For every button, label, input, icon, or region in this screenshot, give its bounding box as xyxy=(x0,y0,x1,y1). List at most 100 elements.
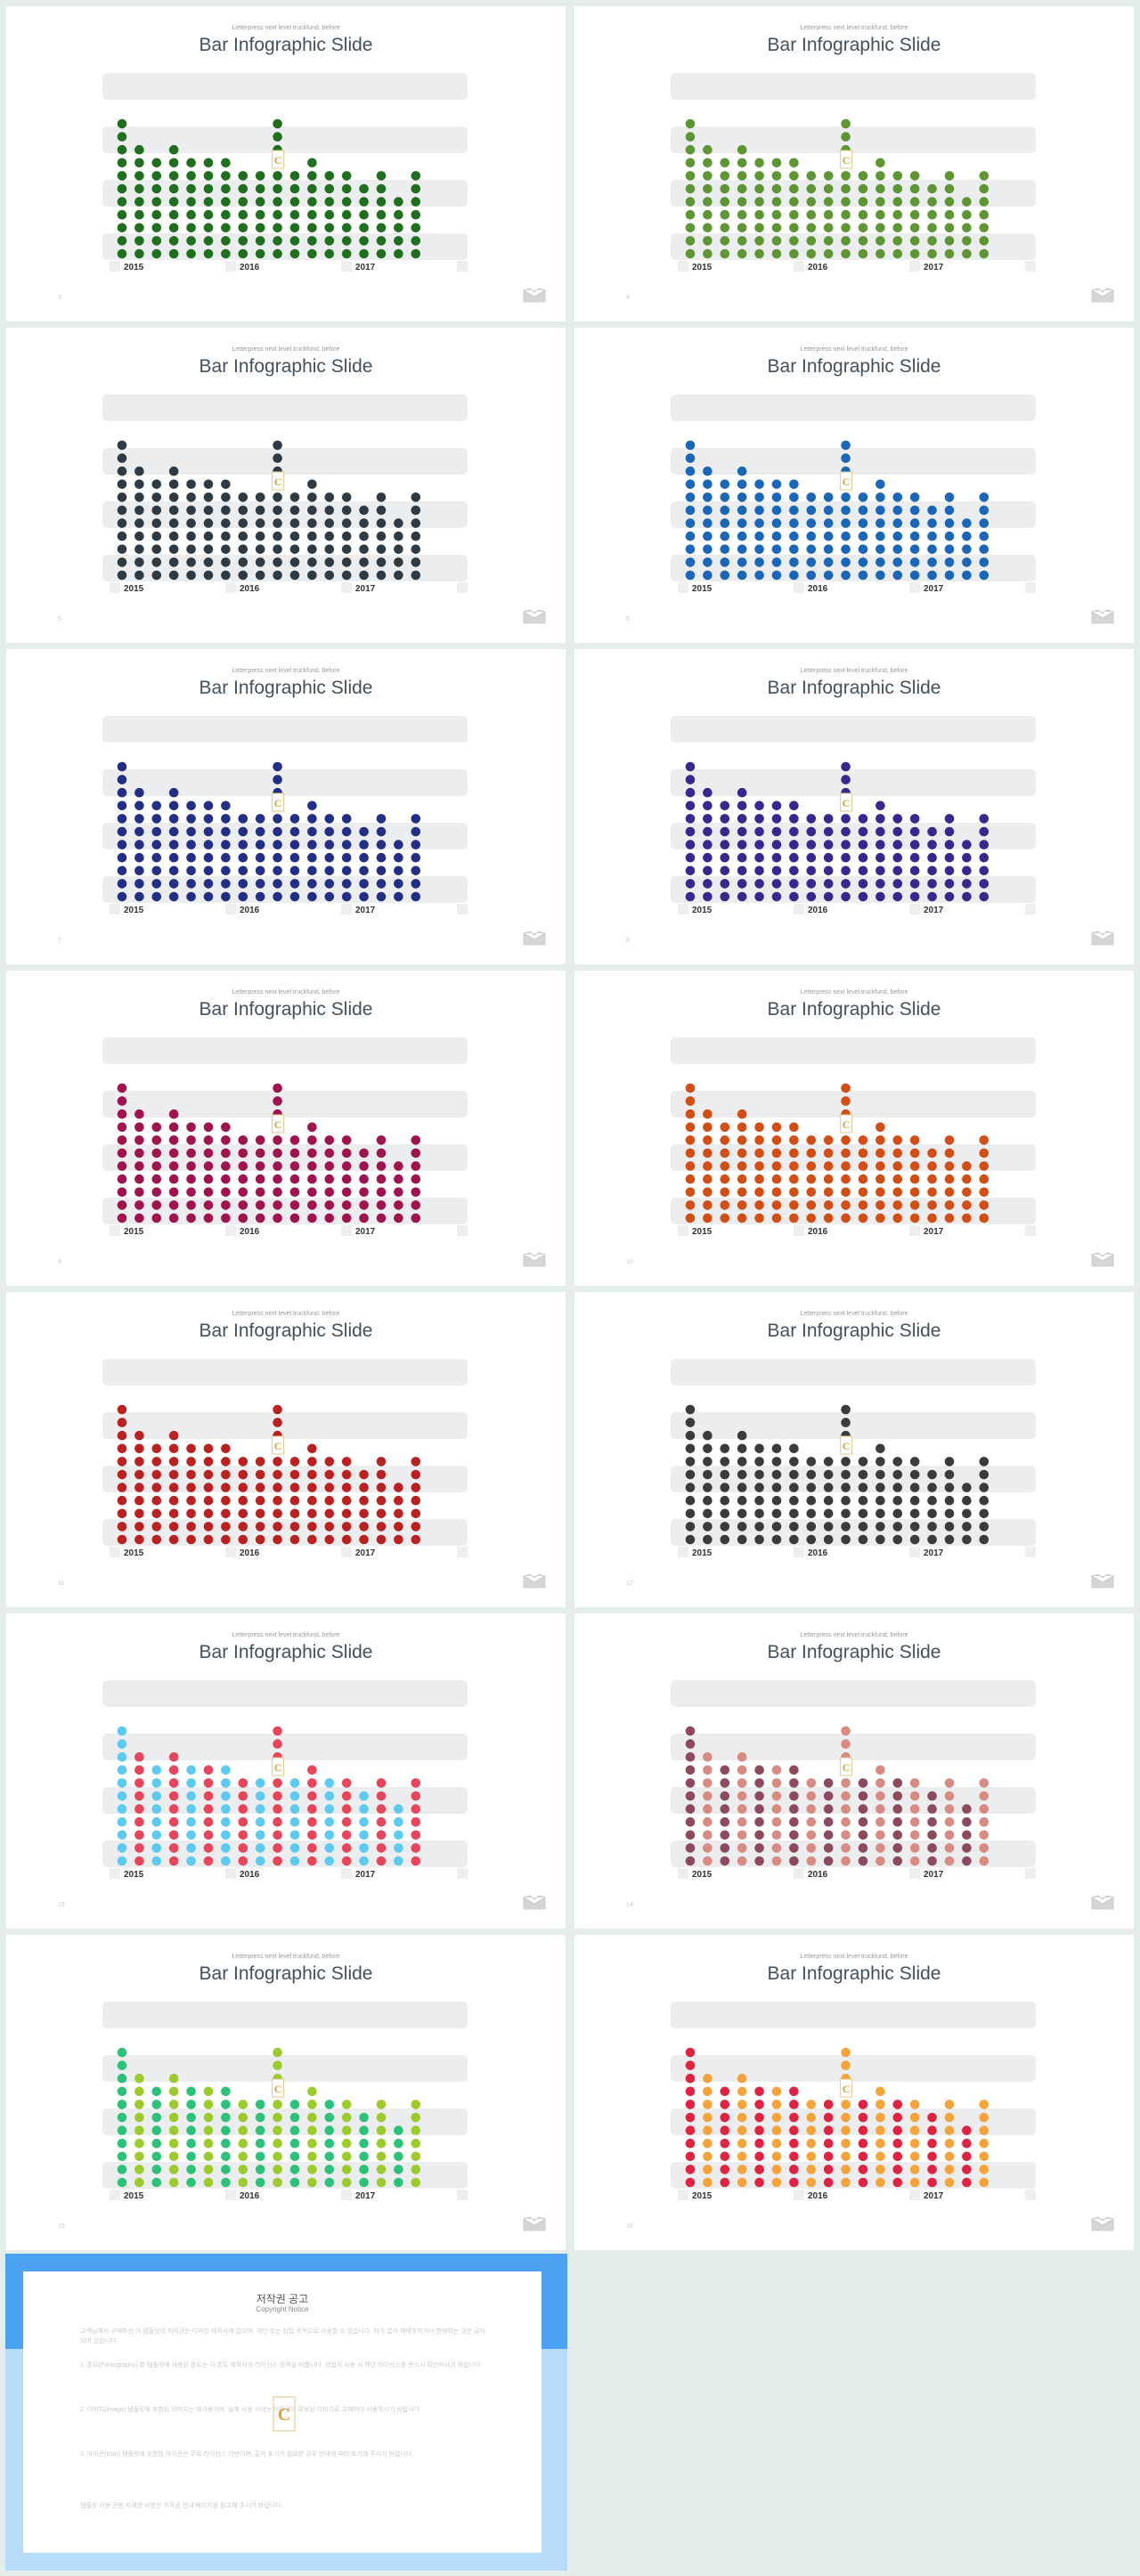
bar-dot xyxy=(962,223,972,233)
bar-dot xyxy=(168,479,179,490)
bar-dot xyxy=(341,1469,352,1480)
bar-dot xyxy=(341,209,352,220)
bar-dot xyxy=(203,197,214,207)
page-number: 14 xyxy=(626,1902,633,1908)
bar-dot xyxy=(117,826,127,837)
bar-dot xyxy=(168,1791,179,1801)
slide-thumbnail[interactable]: Letterpress next level truckfund, before… xyxy=(574,328,1134,643)
bar-dot xyxy=(238,1174,248,1184)
bar-dot xyxy=(134,1122,144,1133)
bar-dot xyxy=(238,1778,248,1788)
bar-dot xyxy=(376,1791,387,1801)
bar-dot xyxy=(359,557,369,567)
bar-dot xyxy=(273,171,282,181)
brand-logo-icon xyxy=(523,2216,546,2231)
bar-dot xyxy=(238,1495,248,1506)
bar-dot xyxy=(806,1508,817,1519)
bar-dot xyxy=(411,879,421,889)
center-logo-icon: C xyxy=(272,1757,285,1776)
bar-dot xyxy=(823,531,834,541)
bar-dot xyxy=(341,865,352,876)
bar-dot xyxy=(858,1457,868,1467)
bar-dot xyxy=(186,1161,196,1171)
bar-dot xyxy=(720,1534,730,1545)
bar-dot xyxy=(359,1508,369,1519)
bar-dot xyxy=(685,2125,696,2135)
bar-dot xyxy=(255,1856,265,1866)
bar-dot xyxy=(685,1404,696,1415)
bar-dot xyxy=(411,492,421,502)
bar-dot xyxy=(927,1856,937,1866)
bar-dot xyxy=(289,531,300,541)
bar-dot xyxy=(117,840,127,849)
slide-thumbnail[interactable]: Letterpress next level truckfund, before… xyxy=(6,1292,566,1607)
bar-dot xyxy=(324,1778,335,1788)
slide-thumbnail[interactable]: Letterpress next level truckfund, before… xyxy=(574,1292,1134,1607)
bar-dot xyxy=(858,826,868,837)
bar-dot xyxy=(789,183,799,194)
slide-thumbnail[interactable]: Letterpress next level truckfund, before… xyxy=(6,971,566,1286)
bar-dot xyxy=(168,1508,179,1519)
bar-dot xyxy=(359,1522,369,1532)
slide-thumbnail[interactable]: Letterpress next level truckfund, before… xyxy=(574,649,1134,964)
bar-dot xyxy=(186,1508,196,1519)
bar-dot xyxy=(927,1469,937,1480)
bar-dot xyxy=(875,2125,885,2135)
bar-dot xyxy=(273,1804,282,1814)
bar-dot xyxy=(875,2112,885,2123)
bar-dot xyxy=(273,2138,282,2149)
bar-dot xyxy=(823,1187,834,1198)
bar-dot xyxy=(841,761,851,772)
bar-dot xyxy=(134,197,144,207)
bar-dot xyxy=(806,1148,817,1158)
bar-dot xyxy=(841,1508,851,1519)
bar-dot xyxy=(221,479,231,490)
slide-thumbnail[interactable]: Letterpress next level truckfund, before… xyxy=(574,1935,1134,2250)
bar-dot xyxy=(307,158,317,168)
bar-dot xyxy=(289,236,300,246)
bar-dot xyxy=(117,531,127,541)
bar-dot xyxy=(221,1791,231,1801)
bar-dot xyxy=(151,505,162,516)
bar-dot xyxy=(685,1791,696,1801)
bar-dot xyxy=(394,248,403,259)
bar-dot xyxy=(720,492,730,502)
bar-dot xyxy=(944,840,955,849)
bar-dot xyxy=(255,2100,265,2109)
bar-dot xyxy=(685,2073,696,2084)
bar-dot xyxy=(117,1469,127,1480)
bar-dot xyxy=(117,814,127,824)
bar-dot xyxy=(186,1148,196,1158)
slide-thumbnail[interactable]: Letterpress next level truckfund, before… xyxy=(6,328,566,643)
bar-dot xyxy=(117,1830,127,1841)
bar-dot xyxy=(823,826,834,837)
bar-dot xyxy=(737,1187,747,1198)
bar-dot xyxy=(806,223,817,233)
bar-dot xyxy=(685,1495,696,1506)
bar-dot xyxy=(841,1174,851,1184)
bar-dot xyxy=(909,1200,920,1210)
bar-dot xyxy=(273,2165,282,2174)
page-number: 3 xyxy=(58,295,61,301)
slide-thumbnail[interactable]: Letterpress next level truckfund, before… xyxy=(6,1935,566,2250)
bar-dot xyxy=(307,171,317,181)
bar-dot xyxy=(737,1122,747,1133)
bar-dot xyxy=(962,891,972,902)
year-label: 2017 xyxy=(924,1870,944,1880)
bar-dot xyxy=(307,891,317,902)
bar-dot xyxy=(823,1457,834,1467)
bar-dot xyxy=(168,1109,179,1119)
bar-dot xyxy=(944,236,955,246)
slide-thumbnail[interactable]: Letterpress next level truckfund, before… xyxy=(6,6,566,321)
bar-dot xyxy=(806,865,817,876)
bar-dot xyxy=(134,2125,144,2135)
slide-thumbnail[interactable]: Letterpress next level truckfund, before… xyxy=(574,971,1134,1286)
bar-dot xyxy=(685,505,696,516)
slide-thumbnail[interactable]: Letterpress next level truckfund, before… xyxy=(6,1613,566,1929)
slide-thumbnail[interactable]: Letterpress next level truckfund, before… xyxy=(6,649,566,964)
bar-dot xyxy=(841,1457,851,1467)
slide-thumbnail[interactable]: Letterpress next level truckfund, before… xyxy=(574,1613,1134,1929)
bar-dot xyxy=(203,2177,214,2188)
bar-dot xyxy=(359,2138,369,2149)
slide-thumbnail[interactable]: Letterpress next level truckfund, before… xyxy=(574,6,1134,321)
